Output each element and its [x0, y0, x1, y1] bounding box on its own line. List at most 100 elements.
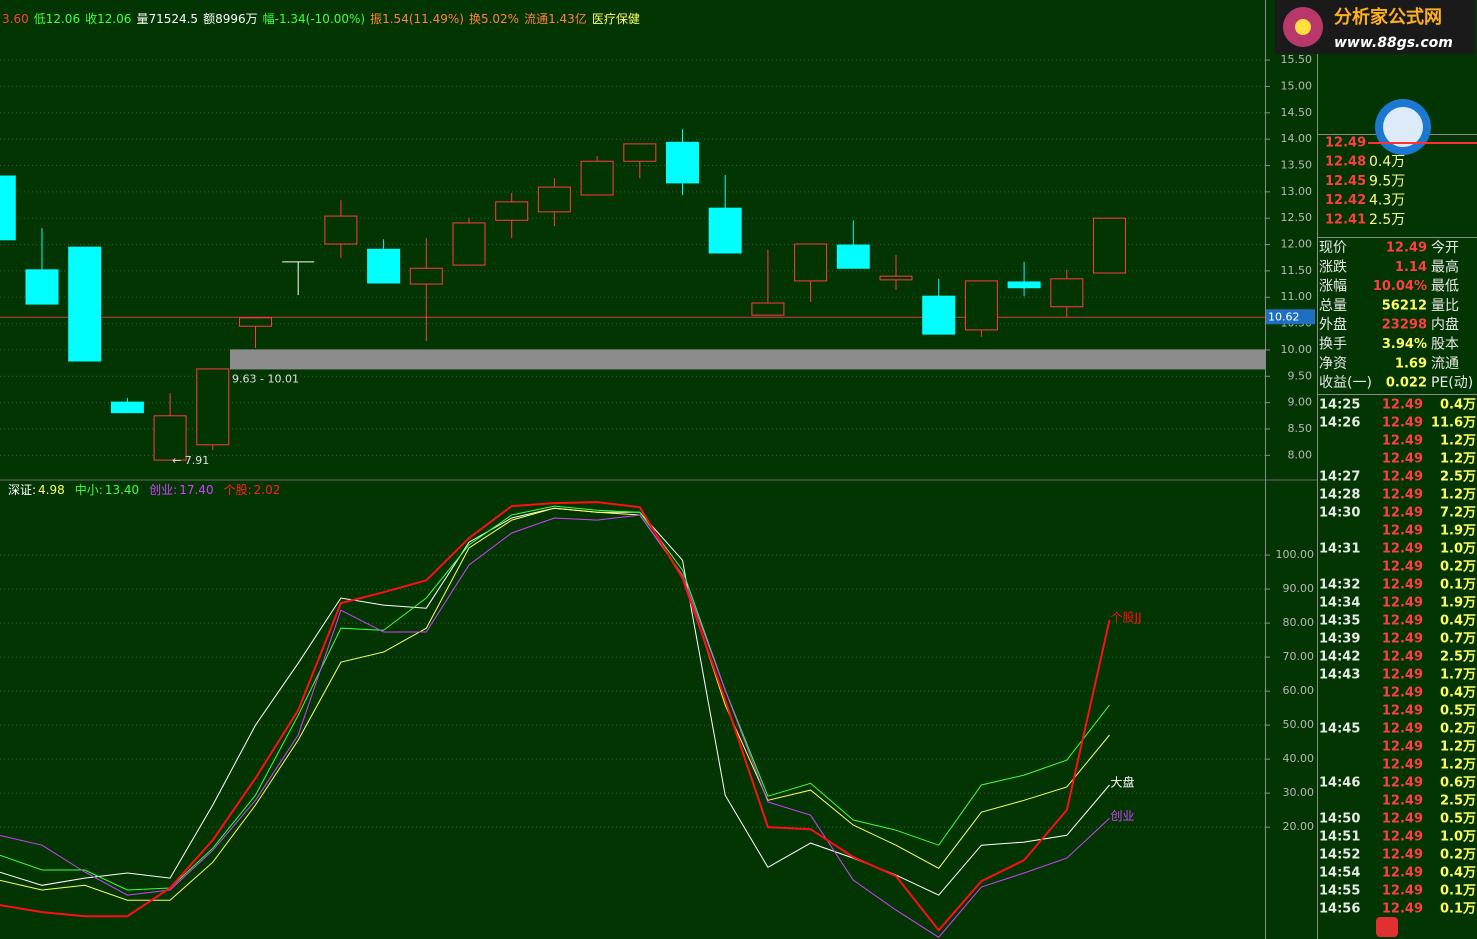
low-label: ← 7.91	[172, 454, 209, 467]
quote-value: 3.94%	[1382, 337, 1427, 352]
tick-time: 14:31	[1319, 542, 1360, 557]
book-volume: 4.3万	[1369, 193, 1405, 209]
candle-body	[794, 243, 828, 282]
tick-time: 14:46	[1319, 776, 1360, 791]
tick-time: 14:43	[1319, 668, 1360, 683]
tick-time: 14:55	[1319, 884, 1360, 899]
info-item: 低12.06	[34, 12, 80, 26]
candle-body	[708, 207, 742, 254]
quote-next: 最高	[1431, 258, 1459, 275]
tick-volume: 0.2万	[1440, 722, 1476, 737]
tick-time: 14:34	[1319, 596, 1360, 611]
quote-label: 换手	[1319, 336, 1347, 353]
quote-label: 涨跌	[1319, 259, 1347, 275]
tick-volume: 1.2万	[1440, 434, 1476, 449]
y-tick-label: 20.00	[1283, 820, 1315, 833]
tick-price: 12.49	[1382, 470, 1423, 485]
quote-value: 12.49	[1386, 241, 1427, 256]
book-price: 12.49	[1325, 136, 1366, 151]
tick-volume: 1.2万	[1440, 758, 1476, 773]
tick-volume: 0.1万	[1440, 884, 1476, 899]
tick-time: 14:51	[1319, 830, 1360, 845]
tick-price: 12.49	[1382, 398, 1423, 413]
candle-body	[452, 222, 486, 266]
y-tick-label: 14.50	[1281, 106, 1313, 119]
y-tick-label: 11.00	[1281, 290, 1313, 303]
y-tick-label: 15.50	[1281, 53, 1313, 66]
line-label: 创业	[1111, 809, 1135, 823]
support-band	[230, 349, 1265, 370]
tick-volume: 1.0万	[1440, 830, 1476, 845]
info-item: 流通1.43亿	[524, 11, 587, 26]
line-label: 个股JJ	[1111, 611, 1142, 625]
tick-price: 12.49	[1382, 596, 1423, 611]
tick-price: 12.49	[1382, 578, 1423, 593]
tick-price: 12.49	[1382, 614, 1423, 629]
quote-label: 涨幅	[1319, 279, 1347, 295]
tick-price: 12.49	[1382, 668, 1423, 683]
book-price: 12.42	[1325, 193, 1366, 208]
last-price-label: 10.62	[1268, 310, 1300, 323]
tick-volume: 0.5万	[1440, 812, 1476, 827]
candle-body	[0, 175, 16, 241]
y-tick-label: 80.00	[1283, 616, 1315, 629]
tick-volume: 0.6万	[1440, 776, 1476, 791]
y-tick-label: 100.00	[1276, 548, 1315, 561]
legend-name: 创业:	[149, 483, 177, 497]
quote-next: 流通	[1431, 356, 1459, 372]
candle-body	[836, 244, 870, 269]
candle-body	[751, 302, 785, 316]
book-volume: 9.5万	[1369, 173, 1405, 189]
tick-volume: 0.1万	[1440, 902, 1476, 917]
info-item: 振1.54(11.49%)	[370, 12, 464, 26]
candle-body	[324, 215, 358, 245]
tick-time: 14:54	[1319, 866, 1360, 881]
tick-price: 12.49	[1382, 488, 1423, 503]
tick-price: 12.49	[1382, 722, 1423, 737]
logo-url: www.88gs.com	[1334, 35, 1453, 51]
quote-value: 1.14	[1395, 260, 1427, 275]
y-tick-label: 60.00	[1283, 684, 1315, 697]
tick-price: 12.49	[1382, 632, 1423, 647]
tick-price: 12.49	[1382, 560, 1423, 575]
y-tick-label: 10.00	[1281, 343, 1313, 356]
legend: 深证: 4.98 中小: 13.40 创业: 17.40 个股: 2.02	[8, 482, 280, 497]
info-item: 量71524.5	[136, 12, 198, 26]
logo-flower-center	[1295, 19, 1311, 35]
candle-body	[68, 246, 102, 362]
legend-value: 13.40	[105, 483, 139, 497]
y-tick-label: 12.00	[1281, 238, 1313, 251]
quote-value: 23298	[1382, 318, 1427, 333]
legend-name: 深证:	[8, 483, 36, 497]
tick-volume: 1.2万	[1440, 452, 1476, 467]
y-tick-label: 40.00	[1283, 752, 1315, 765]
info-item: 额8996万	[203, 12, 258, 26]
book-price: 12.48	[1325, 155, 1366, 170]
candle-body	[1093, 217, 1126, 274]
tick-volume: 1.2万	[1440, 488, 1476, 503]
legend-name: 个股:	[224, 483, 252, 497]
info-item: 收12.06	[85, 12, 131, 26]
indicator-line	[0, 505, 1110, 891]
tick-time: 14:50	[1319, 812, 1360, 827]
candle-body	[367, 248, 401, 284]
tick-time: 14:52	[1319, 848, 1360, 863]
tick-price: 12.49	[1382, 794, 1423, 809]
quote-next: 内盘	[1431, 316, 1459, 333]
legend-name: 中小:	[75, 482, 103, 497]
quote-next: 股本	[1431, 337, 1459, 353]
y-tick-label: 12.50	[1281, 211, 1313, 224]
quote-label: 现价	[1319, 240, 1347, 256]
candle-body	[964, 280, 998, 331]
quote-label: 总量	[1319, 298, 1347, 314]
quote-label: 净资	[1319, 356, 1347, 372]
candle-body	[153, 415, 187, 461]
indicator-line	[0, 507, 1110, 901]
candle-body	[239, 317, 272, 327]
candle-body	[25, 269, 59, 305]
quote-next: 量比	[1431, 298, 1459, 314]
logo-title: 分析家公式网	[1334, 6, 1442, 28]
candle-body	[409, 267, 443, 285]
